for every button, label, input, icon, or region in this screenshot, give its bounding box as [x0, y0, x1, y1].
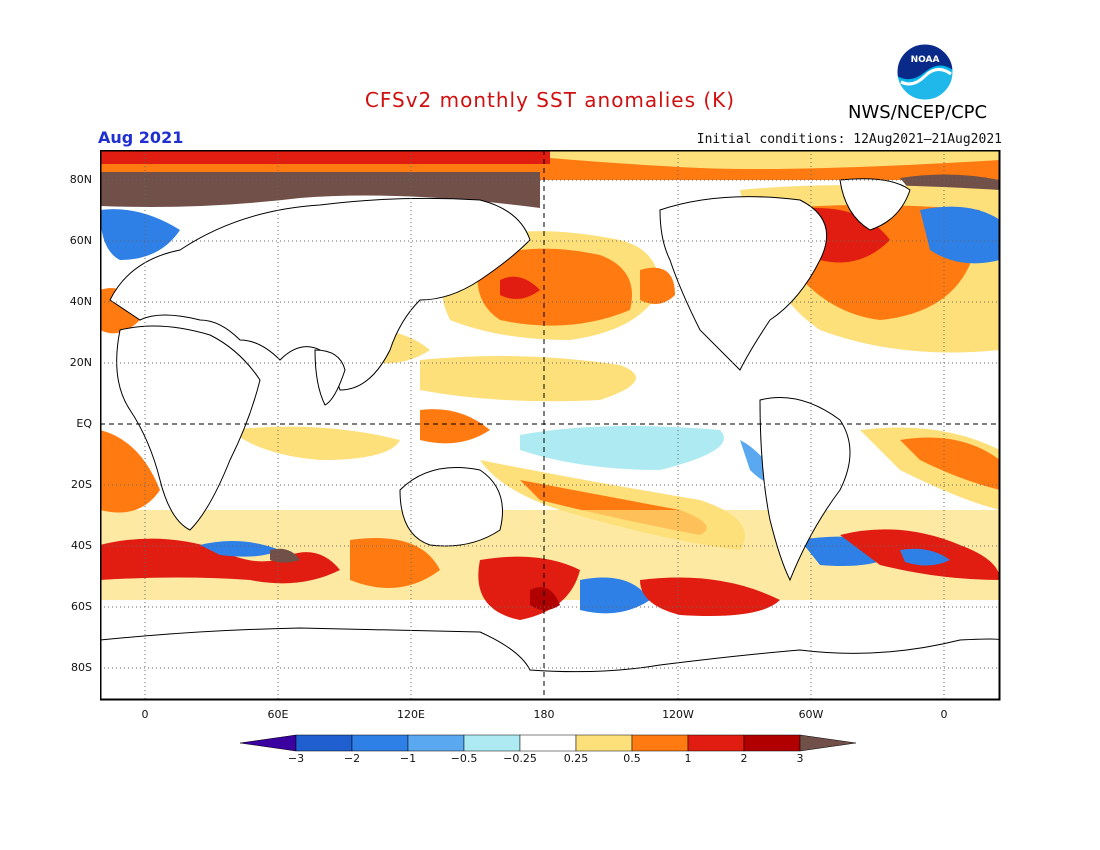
sst-map — [100, 150, 1001, 701]
lat-label-eq: EQ — [76, 417, 92, 430]
lon-label-120e: 120E — [397, 708, 425, 721]
colorbar-tick-label: −2 — [343, 752, 361, 765]
lon-label-0-east: 0 — [940, 708, 948, 721]
colorbar — [240, 734, 857, 752]
lat-label-60n: 60N — [69, 234, 92, 247]
lon-label-0: 0 — [141, 708, 149, 721]
colorbar-swatch — [295, 734, 353, 752]
colorbar-tick-label: 1 — [684, 752, 692, 765]
lat-label-20n: 20N — [69, 356, 92, 369]
colorbar-tick-label: −0.25 — [503, 752, 537, 765]
lat-label-20s: 20S — [71, 478, 92, 491]
colorbar-tick-label: 0.5 — [623, 752, 641, 765]
colorbar-labels: −3 −2 −1 −0.5 −0.25 0.25 0.5 1 2 3 — [240, 752, 862, 768]
colorbar-swatch — [687, 734, 745, 752]
noaa-logo: NOAA — [896, 43, 954, 101]
colorbar-swatch — [575, 734, 633, 752]
chart-title: CFSv2 monthly SST anomalies (K) — [364, 88, 736, 112]
colorbar-tick-label: −3 — [287, 752, 305, 765]
colorbar-tick-label: −0.5 — [450, 752, 478, 765]
reference-lines — [100, 150, 1000, 700]
lat-label-80n: 80N — [69, 173, 92, 186]
colorbar-tick-label: 0.25 — [563, 752, 589, 765]
colorbar-swatch — [351, 734, 409, 752]
colorbar-arrow-high — [799, 734, 857, 752]
lon-label-60w: 60W — [798, 708, 824, 721]
lon-label-180: 180 — [533, 708, 555, 721]
colorbar-tick-label: 2 — [740, 752, 748, 765]
colorbar-swatch — [631, 734, 689, 752]
lon-label-120w: 120W — [662, 708, 694, 721]
colorbar-tick-label: 3 — [796, 752, 804, 765]
month-label: Aug 2021 — [98, 128, 184, 147]
colorbar-swatch — [407, 734, 465, 752]
lat-label-80s: 80S — [71, 661, 92, 674]
colorbar-tick-label: −1 — [399, 752, 417, 765]
land — [100, 178, 1000, 700]
colorbar-arrow-low — [240, 734, 297, 752]
map-frame — [100, 150, 1001, 701]
lat-label-40s: 40S — [71, 539, 92, 552]
agency-label: NWS/NCEP/CPC — [848, 102, 988, 123]
lat-label-60s: 60S — [71, 600, 92, 613]
arctic-extreme-warm — [100, 172, 540, 208]
lat-label-40n: 40N — [69, 295, 92, 308]
noaa-logo-text: NOAA — [911, 55, 940, 65]
colorbar-swatch — [463, 734, 521, 752]
colorbar-swatch — [519, 734, 577, 752]
initial-conditions: Initial conditions: 12Aug2021–21Aug2021 — [696, 132, 1002, 147]
colorbar-swatch — [743, 734, 801, 752]
lon-label-60e: 60E — [267, 708, 289, 721]
